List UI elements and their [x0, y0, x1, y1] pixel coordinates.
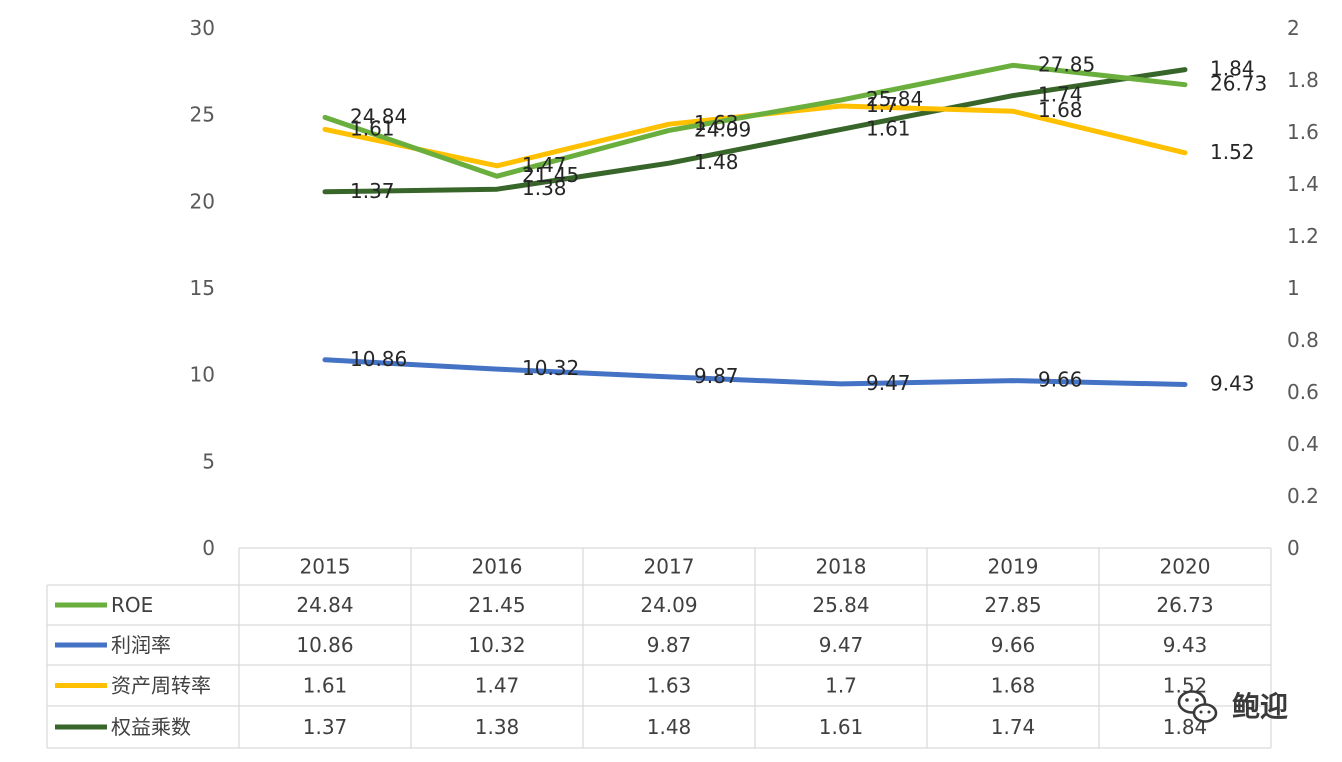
- table-cell: 1.38: [475, 715, 520, 739]
- data-label: 1.68: [1038, 98, 1083, 122]
- series-lines: [322, 62, 1188, 387]
- table-cell: 1.63: [647, 674, 692, 698]
- secondary-axis-tick-label: 1: [1287, 276, 1300, 300]
- table-cell: 9.66: [991, 633, 1036, 657]
- legend-label: 资产周转率: [111, 674, 211, 698]
- table-cell: 9.43: [1163, 633, 1208, 657]
- data-label: 9.87: [694, 364, 739, 388]
- table-cell: 1.47: [475, 674, 520, 698]
- wechat-icon: [1177, 690, 1218, 723]
- data-label: 9.47: [866, 371, 911, 395]
- secondary-axis-tick-label: 1.6: [1287, 120, 1319, 144]
- table-cell: 9.87: [647, 633, 692, 657]
- table-cell: 1.74: [991, 715, 1036, 739]
- data-label: 24.84: [350, 104, 407, 128]
- table-cell: 1.61: [819, 715, 864, 739]
- data-label: 21.45: [522, 163, 579, 187]
- secondary-axis-tick-label: 2: [1287, 16, 1300, 40]
- legend-label: ROE: [111, 593, 153, 617]
- table-cell: 1.37: [303, 715, 348, 739]
- category-label: 2016: [472, 555, 523, 579]
- table-cell: 1.68: [991, 674, 1036, 698]
- secondary-axis-tick-label: 1.2: [1287, 224, 1319, 248]
- legend-label: 利润率: [111, 633, 171, 657]
- category-label: 2017: [644, 555, 695, 579]
- table-cell: 9.47: [819, 633, 864, 657]
- axes: 0 5 10 15 20 25 30 0 0.2 0.4 0.6 0.8 1 1.2 1.4 1.6 1.8 2: [190, 16, 1319, 560]
- table-cell: 26.73: [1156, 593, 1213, 617]
- data-table: 2015 2016 2017 2018 2019 2020 ROE 24.84 21.45 24.…: [46, 547, 1272, 749]
- data-label: 1.47: [522, 153, 567, 177]
- category-label: 2019: [988, 555, 1039, 579]
- table-cell: 25.84: [812, 593, 869, 617]
- primary-axis-tick-label: 15: [190, 276, 215, 300]
- category-label: 2015: [300, 555, 351, 579]
- table-cell: 27.85: [984, 593, 1041, 617]
- series-line: [322, 67, 1188, 195]
- data-label: 27.85: [1038, 52, 1095, 76]
- primary-axis-tick-label: 30: [190, 16, 215, 40]
- data-label: 1.61: [350, 116, 395, 140]
- data-label: 1.7: [866, 93, 898, 117]
- legend-label: 权益乘数: [111, 715, 191, 739]
- watermark: 鲍迎: [1177, 690, 1288, 723]
- data-label: 9.66: [1038, 368, 1083, 392]
- primary-axis-tick-label: 0: [202, 536, 215, 560]
- category-label: 2018: [816, 555, 867, 579]
- data-label: 1.74: [1038, 83, 1083, 107]
- data-label: 26.73: [1210, 72, 1267, 96]
- data-label: 9.43: [1210, 372, 1255, 396]
- data-label: 1.63: [694, 111, 739, 135]
- series-line: [322, 357, 1188, 387]
- secondary-axis-tick-label: 0.8: [1287, 328, 1319, 352]
- data-label: 10.86: [350, 347, 407, 371]
- data-label: 10.32: [522, 356, 579, 380]
- data-labels: 24.84 21.45 24.09 25.84 27.85 26.73 10.86 10.32…: [350, 52, 1267, 395]
- primary-axis-tick-label: 20: [190, 189, 215, 213]
- secondary-axis-tick-label: 1.4: [1287, 172, 1319, 196]
- table-cell: 1.48: [647, 715, 692, 739]
- primary-axis-tick-label: 25: [190, 103, 215, 127]
- data-label: 24.09: [694, 117, 751, 141]
- table-cell: 21.45: [468, 593, 525, 617]
- category-label: 2020: [1160, 555, 1211, 579]
- data-label: 1.38: [522, 176, 567, 200]
- table-cell: 10.86: [296, 633, 353, 657]
- table-cell: 1.7: [825, 674, 857, 698]
- data-label: 1.52: [1210, 140, 1255, 164]
- secondary-axis-tick-label: 0.2: [1287, 484, 1319, 508]
- data-label: 1.37: [350, 179, 395, 203]
- primary-axis-tick-label: 10: [190, 363, 215, 387]
- data-label: 1.61: [866, 116, 911, 140]
- secondary-axis-tick-label: 0.6: [1287, 380, 1319, 404]
- series-line: [322, 62, 1188, 179]
- data-label: 1.84: [1210, 57, 1255, 81]
- secondary-axis-tick-label: 0.4: [1287, 432, 1319, 456]
- table-cell: 10.32: [468, 633, 525, 657]
- primary-axis-tick-label: 5: [202, 449, 215, 473]
- data-label: 1.48: [694, 150, 739, 174]
- watermark-text: 鲍迎: [1232, 690, 1288, 723]
- table-cell: 24.84: [296, 593, 353, 617]
- secondary-axis-tick-label: 1.8: [1287, 68, 1319, 92]
- data-label: 25.84: [866, 87, 923, 111]
- table-cell: 24.09: [640, 593, 697, 617]
- secondary-axis-tick-label: 0: [1287, 536, 1300, 560]
- table-cell: 1.61: [303, 674, 348, 698]
